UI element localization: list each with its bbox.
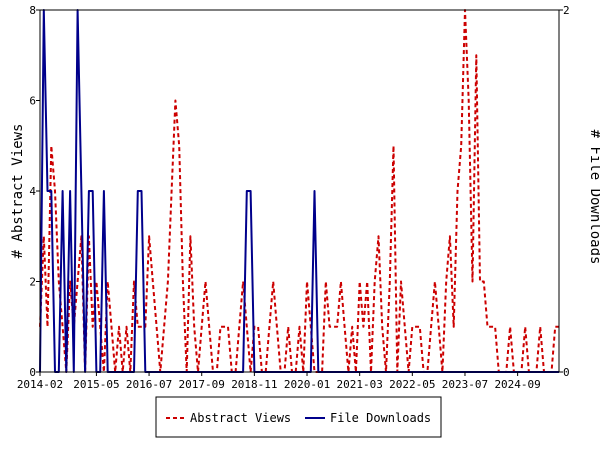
x-tick-label: 2016-07	[126, 378, 172, 391]
y-right-tick-label: 0	[563, 366, 570, 379]
y-axis-left-title: # Abstract Views	[10, 124, 26, 259]
x-tick-label: 2017-09	[179, 378, 225, 391]
x-tick-label: 2022-05	[389, 378, 435, 391]
y-axis-right-title: # File Downloads	[587, 130, 600, 265]
x-tick-label: 2018-11	[231, 378, 277, 391]
legend-label-file-downloads: File Downloads	[330, 411, 431, 425]
y-left-tick-label: 6	[29, 95, 36, 108]
x-tick-label: 2014-02	[17, 378, 63, 391]
y-left-tick-label: 8	[29, 4, 36, 17]
y-axis-left: 0 2 4 6 8	[29, 4, 40, 379]
x-tick-label: 2024-09	[494, 378, 540, 391]
series-line-abstract-views	[39, 9, 559, 373]
legend: Abstract Views File Downloads	[155, 396, 442, 438]
y-axis-right: 02	[559, 4, 570, 379]
legend-box	[155, 396, 442, 438]
legend-label-abstract-views: Abstract Views	[190, 411, 291, 425]
x-tick-label: 2015-05	[73, 378, 119, 391]
x-tick-label: 2020-01	[284, 378, 330, 391]
y-left-tick-label: 4	[29, 185, 36, 198]
y-left-tick-label: 2	[29, 276, 36, 289]
x-tick-label: 2023-07	[442, 378, 488, 391]
y-left-tick-label: 0	[29, 366, 36, 379]
y-right-tick-label: 2	[563, 4, 570, 17]
x-tick-label: 2021-03	[336, 378, 382, 391]
x-axis: 2014-02 2015-05 2016-07 2017-09 2018-11 2020-…	[17, 372, 541, 391]
